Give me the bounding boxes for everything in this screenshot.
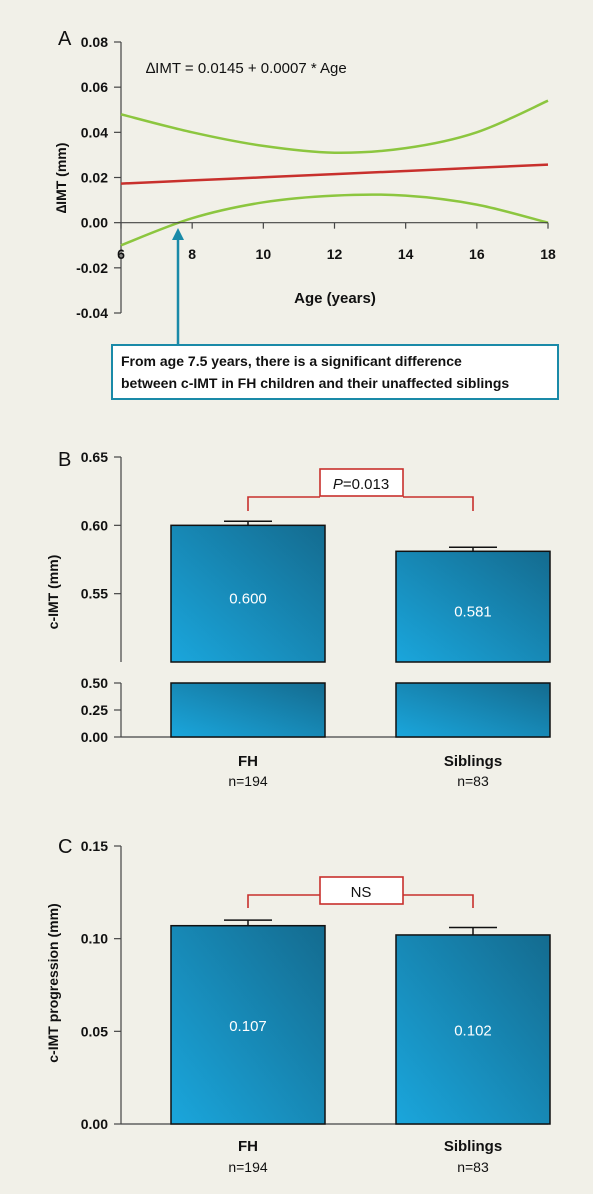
- bar-siblings: [395, 934, 551, 1125]
- y-tick-label: 0.02: [81, 170, 108, 186]
- category-label-fh: FH: [238, 753, 258, 770]
- panel-c-bars: 0.107 0.102: [121, 919, 551, 1125]
- panel-b-letter: B: [58, 449, 71, 471]
- panel-a-equation: ∆IMT = 0.0145 + 0.0007 * Age: [146, 60, 347, 77]
- panel-b-y-ticks: 0.55 0.60 0.65 0.00 0.25 0.50: [81, 449, 121, 745]
- bar-fh-upper: [170, 524, 326, 663]
- panel-c-significance: NS: [247, 876, 474, 908]
- y-tick-label: 0.15: [81, 838, 108, 854]
- panel-a: A ∆IMT = 0.0145 + 0.0007 * Age -0.04-0.0…: [53, 28, 559, 400]
- panel-c-y-label: c-IMT progression (mm): [45, 903, 61, 1062]
- x-tick-label: 10: [256, 246, 272, 262]
- y-tick-label: 0.06: [81, 79, 108, 95]
- y-tick-label: 0.00: [81, 729, 108, 745]
- significance-box: [319, 876, 404, 905]
- sample-size-fh: n=194: [228, 1159, 268, 1175]
- y-tick-label: 0.50: [81, 675, 108, 691]
- y-tick-label: 0.08: [81, 34, 108, 50]
- bar-value-label: 0.107: [229, 1018, 267, 1035]
- y-tick-label: 0.55: [81, 586, 108, 602]
- significance-label: NS: [351, 884, 372, 901]
- category-label-siblings: Siblings: [444, 1138, 502, 1155]
- x-tick-label: 14: [398, 246, 414, 262]
- y-tick-label: 0.25: [81, 702, 108, 718]
- panel-b-bars: 0.600 0.581: [121, 520, 551, 738]
- panel-c: C 0.00 0.05 0.10 0.15 c-IMT progression (mm…: [45, 836, 551, 1175]
- bar-value-label: 0.581: [454, 604, 492, 621]
- y-tick-label: 0.60: [81, 517, 108, 533]
- panel-a-x-ticks: 6 8 10 12 14 16 18: [117, 222, 556, 262]
- bar-fh-lower: [170, 682, 326, 738]
- sample-size-siblings: n=83: [457, 1159, 489, 1175]
- x-tick-label: 8: [188, 246, 196, 262]
- x-tick-label: 6: [117, 246, 125, 262]
- panel-c-y-ticks: 0.00 0.05 0.10 0.15: [81, 838, 121, 1132]
- callout-box: [111, 344, 559, 400]
- panel-b-significance: P=0.013: [247, 468, 474, 511]
- y-tick-label: 0.05: [81, 1023, 108, 1039]
- significance-bracket: [247, 496, 474, 511]
- significance-label: P=0.013: [333, 476, 389, 493]
- category-label-fh: FH: [238, 1138, 258, 1155]
- x-tick-label: 16: [469, 246, 485, 262]
- y-tick-label: 0.10: [81, 931, 108, 947]
- y-tick-label: -0.02: [76, 260, 108, 276]
- panel-a-y-ticks: -0.04 -0.02 0.00 0.02 0.04 0.06 0.08: [76, 34, 121, 321]
- lower-confidence-band: [120, 193, 549, 247]
- significance-bracket: [247, 894, 474, 908]
- upper-confidence-band: [120, 99, 549, 154]
- x-tick-label: 12: [327, 246, 343, 262]
- panel-a-x-label: Age (years): [294, 290, 376, 307]
- bar-siblings-lower: [395, 682, 551, 738]
- bar-value-label: 0.102: [454, 1022, 492, 1039]
- panel-a-letter: A: [58, 28, 72, 50]
- p-value: =0.013: [343, 476, 389, 493]
- y-tick-label: 0.00: [81, 1116, 108, 1132]
- p-symbol: P: [333, 476, 343, 493]
- regression-line: [120, 163, 549, 185]
- bar-fh: [170, 924, 326, 1125]
- y-tick-label: 0.04: [81, 124, 108, 140]
- callout-line-2: between c-IMT in FH children and their u…: [121, 375, 509, 391]
- callout-line-1: From age 7.5 years, there is a significa…: [121, 353, 462, 369]
- bar-value-label: 0.600: [229, 591, 267, 608]
- y-tick-label: -0.04: [76, 305, 108, 321]
- category-label-siblings: Siblings: [444, 753, 502, 770]
- panel-b: B 0.55 0.60 0.65 0.00 0.25 0.50 c-IMT (mm) 0.…: [45, 449, 551, 789]
- panel-c-letter: C: [58, 836, 72, 858]
- y-tick-label: 0.65: [81, 449, 108, 465]
- panel-a-y-label: ∆IMT (mm): [53, 143, 69, 214]
- callout: From age 7.5 years, there is a significa…: [111, 228, 559, 400]
- sample-size-fh: n=194: [228, 773, 268, 789]
- x-tick-label: 18: [540, 246, 556, 262]
- sample-size-siblings: n=83: [457, 773, 489, 789]
- panel-b-y-label: c-IMT (mm): [45, 555, 61, 630]
- y-tick-label: 0.00: [81, 215, 108, 231]
- callout-arrow-head: [172, 228, 184, 240]
- significance-box: [319, 468, 404, 497]
